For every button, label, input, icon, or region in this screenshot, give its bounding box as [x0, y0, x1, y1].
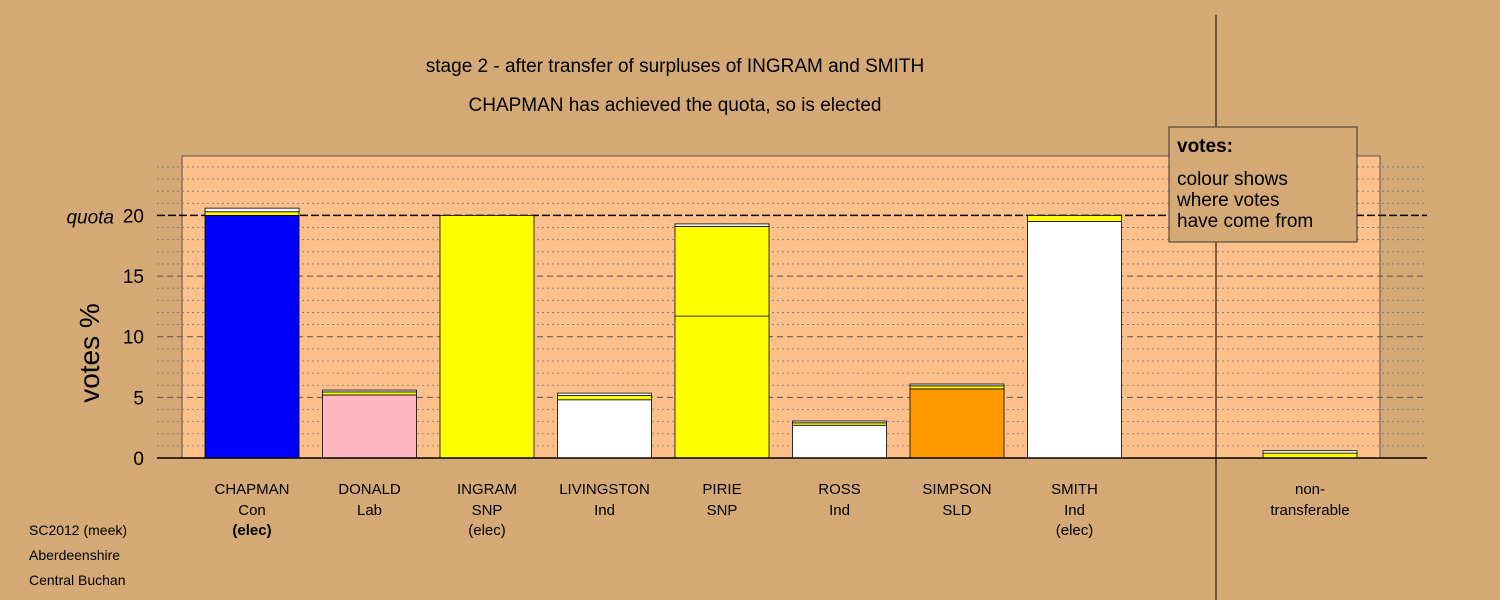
bar-ross-segment — [792, 424, 887, 459]
y-axis: 0 5 10 15 20 quota — [66, 206, 144, 470]
bar-pirie-segment — [674, 225, 770, 317]
footer-line-3: Central Buchan — [29, 572, 126, 588]
candidate-name: SMITH — [1051, 481, 1098, 498]
candidate-name: SIMPSON — [922, 481, 991, 498]
chart-subtitle: CHAPMAN has achieved the quota, so is el… — [469, 95, 882, 116]
y-axis-label: votes % — [74, 303, 105, 403]
candidate-party: Lab — [357, 502, 382, 519]
legend-title: votes: — [1177, 136, 1233, 157]
bar-ross-segment — [792, 420, 887, 424]
candidate-name: ROSS — [818, 481, 861, 498]
bar-donald-segment — [322, 394, 417, 459]
candidate-party: SNP — [707, 502, 738, 519]
bar-chapman-segment — [204, 215, 300, 459]
candidate-name: PIRIE — [702, 481, 741, 498]
candidate-status: (elec) — [232, 522, 271, 539]
y-tick-label: 5 — [133, 388, 144, 409]
bars-group — [204, 207, 1358, 459]
candidate-status: (elec) — [468, 522, 506, 539]
legend-box: votes: colour shows where votes have com… — [1168, 126, 1358, 243]
footer-line-1: SC2012 (meek) — [29, 522, 128, 538]
candidate-status: (elec) — [1056, 522, 1094, 539]
candidate-party: Ind — [1064, 502, 1085, 519]
candidate-party: Con — [238, 502, 266, 519]
footer-line-2: Aberdeenshire — [29, 547, 121, 563]
bar-livingston-segment — [557, 399, 652, 459]
bar-donald-segment — [322, 391, 417, 396]
bar-chapman-segment — [204, 211, 300, 216]
x-axis-labels: CHAPMAN Con (elec) DONALD Lab INGRAM SNP (elec)… — [214, 481, 1349, 539]
legend-line-3: have come from — [1177, 211, 1313, 232]
bar-smith-segment — [1027, 221, 1122, 459]
candidate-name: DONALD — [338, 481, 401, 498]
quota-label: quota — [66, 207, 114, 228]
nontransferable-label-2: transferable — [1270, 502, 1349, 519]
y-tick-label: 0 — [133, 449, 144, 470]
candidate-party: SNP — [472, 502, 503, 519]
bar-smith-segment — [1027, 215, 1122, 222]
y-tick-label: 20 — [123, 206, 144, 227]
nontransferable-label-1: non- — [1295, 481, 1325, 498]
y-tick-label: 10 — [123, 328, 144, 349]
candidate-name: CHAPMAN — [214, 481, 289, 498]
bar-ingram-segment — [439, 215, 535, 459]
bar-donald-segment — [322, 389, 417, 393]
bar-simpson-segment — [909, 385, 1005, 390]
bar-simpson-segment — [909, 383, 1005, 387]
y-tick-label: 15 — [123, 267, 144, 288]
chart-title: stage 2 - after transfer of surpluses of… — [426, 56, 924, 77]
candidate-name: LIVINGSTON — [559, 481, 650, 498]
candidate-party: Ind — [594, 502, 615, 519]
candidate-party: Ind — [829, 502, 850, 519]
bar-livingston-segment — [557, 395, 652, 401]
candidate-party: SLD — [942, 502, 971, 519]
bar-nontransferable-segment — [1262, 450, 1358, 454]
bar-livingston-segment — [557, 392, 652, 396]
bar-pirie-segment — [674, 315, 770, 459]
bar-simpson-segment — [909, 388, 1005, 459]
legend-line-2: where votes — [1176, 190, 1279, 211]
bar-chapman-segment — [204, 207, 300, 213]
candidate-name: INGRAM — [457, 481, 517, 498]
bar-pirie-segment — [674, 223, 770, 227]
legend-line-1: colour shows — [1177, 169, 1288, 190]
